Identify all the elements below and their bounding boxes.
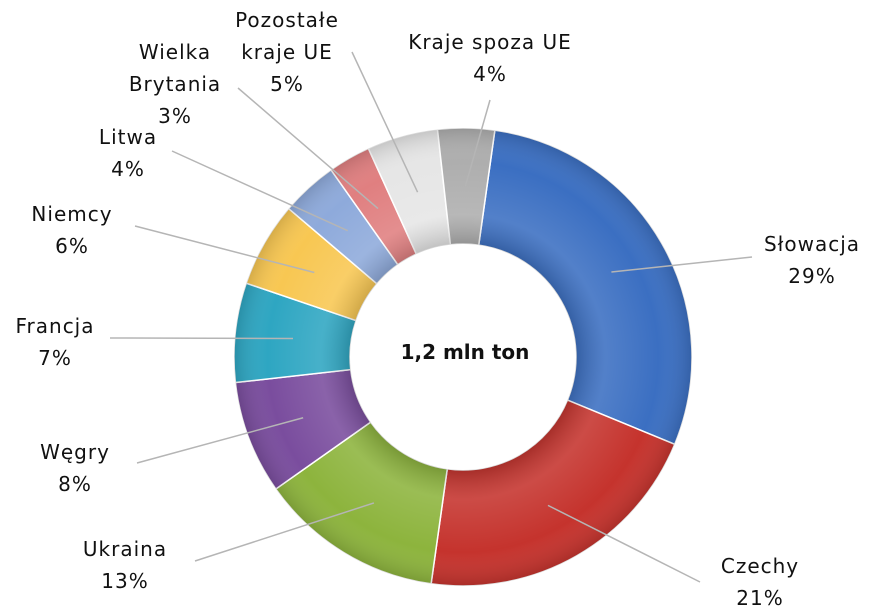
value-label: 7% <box>38 346 72 370</box>
slice <box>477 129 693 446</box>
category-label: Węgry <box>40 440 110 464</box>
value-label: 5% <box>270 72 304 96</box>
slice-label: Niemcy 6% <box>2 198 142 262</box>
leader-line <box>134 225 315 274</box>
value-label: 3% <box>158 104 192 128</box>
leader-line <box>194 502 375 562</box>
value-label: 8% <box>58 472 92 496</box>
slice-label: Węgry 8% <box>5 436 145 500</box>
slice-label: Litwa 4% <box>58 121 198 185</box>
leader-line <box>171 150 349 232</box>
value-label: 13% <box>101 569 149 593</box>
leader-line <box>547 504 701 583</box>
slice-label: Słowacja 29% <box>742 228 882 292</box>
value-label: 4% <box>473 62 507 86</box>
value-label: 4% <box>111 157 145 181</box>
leader-line <box>109 337 294 340</box>
slice-label: Kraje spoza UE 4% <box>370 26 610 90</box>
category-label: Kraje spoza UE <box>408 30 572 54</box>
slice-label: Wielka Brytania 3% <box>120 36 230 132</box>
category-label: Pozostałe kraje UE <box>235 8 339 64</box>
slice-label: Francja 7% <box>0 310 125 374</box>
leaders <box>109 51 753 583</box>
value-label: 21% <box>736 586 784 610</box>
leader-line <box>464 99 491 187</box>
leader-line <box>611 256 753 273</box>
slice-label: Czechy 21% <box>690 550 830 614</box>
slice-label: Ukraina 13% <box>55 533 195 597</box>
leader-line <box>351 51 419 193</box>
slice-label: Pozostałe kraje UE 5% <box>222 4 352 100</box>
category-label: Niemcy <box>31 202 113 226</box>
leader-line <box>237 87 379 210</box>
category-label: Wielka Brytania <box>128 40 222 96</box>
category-label: Litwa <box>98 125 158 149</box>
value-label: 6% <box>55 234 89 258</box>
leader-line <box>136 416 304 464</box>
category-label: Francja <box>15 314 95 338</box>
category-label: Czechy <box>720 554 800 578</box>
category-label: Ukraina <box>82 537 168 561</box>
center-label: 1,2 mln ton <box>400 340 530 364</box>
value-label: 29% <box>788 264 836 288</box>
category-label: Słowacja <box>763 232 861 256</box>
